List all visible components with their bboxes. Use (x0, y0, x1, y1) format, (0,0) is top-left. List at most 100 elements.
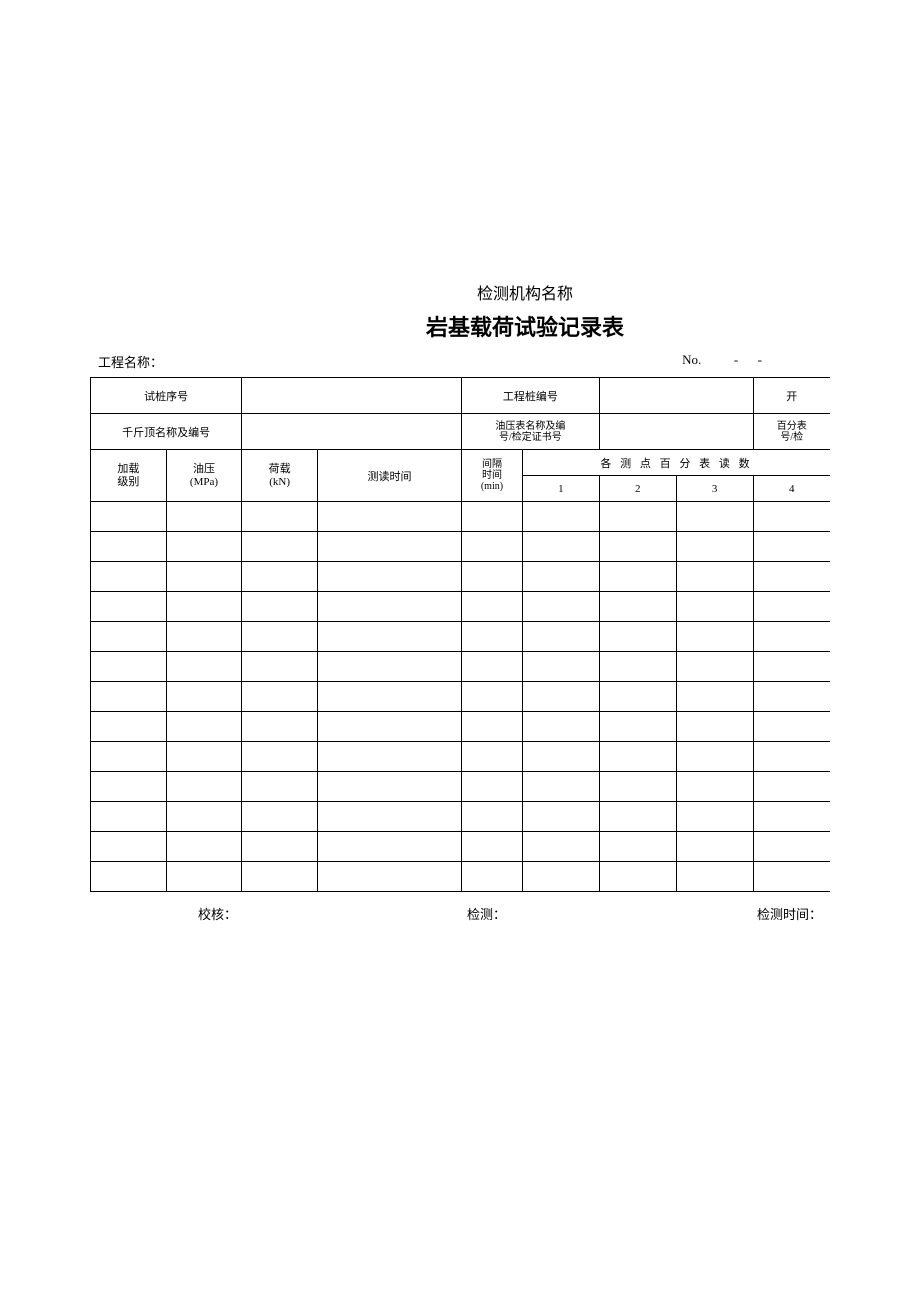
cell-r1 (522, 772, 599, 802)
cell-interval (461, 652, 522, 682)
cell-level (91, 862, 167, 892)
project-name-label: 工程名称： (98, 352, 163, 371)
cell-r4 (753, 592, 830, 622)
cell-r4 (753, 622, 830, 652)
cell-time (317, 562, 461, 592)
cell-r4 (753, 652, 830, 682)
cell-r2 (599, 562, 676, 592)
cell-r2 (599, 802, 676, 832)
hdr-point-2: 2 (599, 476, 676, 502)
cell-pressure (166, 592, 242, 622)
cell-r3 (676, 592, 753, 622)
label-gauge: 油压表名称及编号/检定证书号 (461, 414, 599, 450)
cell-load (242, 502, 318, 532)
cell-interval (461, 502, 522, 532)
hdr-interval: 间隔时间(min) (461, 450, 522, 502)
cell-r1 (522, 652, 599, 682)
cell-time (317, 712, 461, 742)
cell-r3 (676, 712, 753, 742)
label-start: 开 (753, 378, 830, 414)
cell-r1 (522, 712, 599, 742)
cell-r4 (753, 682, 830, 712)
hdr-point-4: 4 (753, 476, 830, 502)
cell-level (91, 802, 167, 832)
value-gauge (599, 414, 753, 450)
cell-time (317, 652, 461, 682)
cell-load (242, 832, 318, 862)
cell-r4 (753, 742, 830, 772)
cell-pressure (166, 772, 242, 802)
value-pile-seq (242, 378, 462, 414)
cell-time (317, 772, 461, 802)
cell-r4 (753, 502, 830, 532)
cell-interval (461, 742, 522, 772)
cell-interval (461, 862, 522, 892)
cell-interval (461, 712, 522, 742)
cell-r4 (753, 802, 830, 832)
hdr-pressure: 油压(MPa) (166, 450, 242, 502)
cell-level (91, 532, 167, 562)
cell-load (242, 802, 318, 832)
cell-r2 (599, 712, 676, 742)
value-eng-pile-no (599, 378, 753, 414)
cell-time (317, 622, 461, 652)
cell-interval (461, 592, 522, 622)
inspector-label: 检测： (467, 904, 506, 923)
cell-time (317, 742, 461, 772)
cell-r3 (676, 652, 753, 682)
cell-pressure (166, 652, 242, 682)
cell-pressure (166, 862, 242, 892)
footer-row: 校核： 检测： 检测时间： (90, 904, 830, 923)
cell-time (317, 502, 461, 532)
cell-level (91, 832, 167, 862)
cell-load (242, 652, 318, 682)
hdr-load: 荷载(kN) (242, 450, 318, 502)
hdr-read-time: 测读时间 (317, 450, 461, 502)
inspection-time-label: 检测时间： (757, 904, 822, 923)
cell-level (91, 502, 167, 532)
cell-pressure (166, 712, 242, 742)
hdr-load-level: 加载级别 (91, 450, 167, 502)
cell-time (317, 592, 461, 622)
cell-r3 (676, 622, 753, 652)
cell-r1 (522, 532, 599, 562)
cell-r1 (522, 562, 599, 592)
cell-r2 (599, 532, 676, 562)
cell-time (317, 802, 461, 832)
cell-interval (461, 622, 522, 652)
cell-r2 (599, 772, 676, 802)
cell-load (242, 622, 318, 652)
cell-r1 (522, 742, 599, 772)
form-title: 岩基载荷试验记录表 (220, 310, 830, 342)
cell-r3 (676, 802, 753, 832)
cell-level (91, 652, 167, 682)
cell-r1 (522, 592, 599, 622)
cell-pressure (166, 802, 242, 832)
cell-load (242, 682, 318, 712)
hdr-point-1: 1 (522, 476, 599, 502)
label-jack: 千斤顶名称及编号 (91, 414, 242, 450)
cell-r3 (676, 742, 753, 772)
cell-r4 (753, 532, 830, 562)
cell-load (242, 862, 318, 892)
cell-r2 (599, 622, 676, 652)
cell-interval (461, 832, 522, 862)
record-table: 试桩序号工程桩编号开千斤顶名称及编号油压表名称及编号/检定证书号百分表号/检加载… (90, 377, 830, 892)
cell-r2 (599, 682, 676, 712)
value-jack (242, 414, 462, 450)
cell-r2 (599, 652, 676, 682)
cell-r3 (676, 532, 753, 562)
cell-pressure (166, 622, 242, 652)
cell-r4 (753, 772, 830, 802)
cell-load (242, 772, 318, 802)
cell-r4 (753, 712, 830, 742)
cell-r4 (753, 862, 830, 892)
cell-r3 (676, 862, 753, 892)
cell-pressure (166, 832, 242, 862)
cell-load (242, 532, 318, 562)
label-eng-pile-no: 工程桩编号 (461, 378, 599, 414)
cell-r2 (599, 502, 676, 532)
cell-r1 (522, 622, 599, 652)
cell-time (317, 862, 461, 892)
reviewer-label: 校核： (198, 904, 237, 923)
